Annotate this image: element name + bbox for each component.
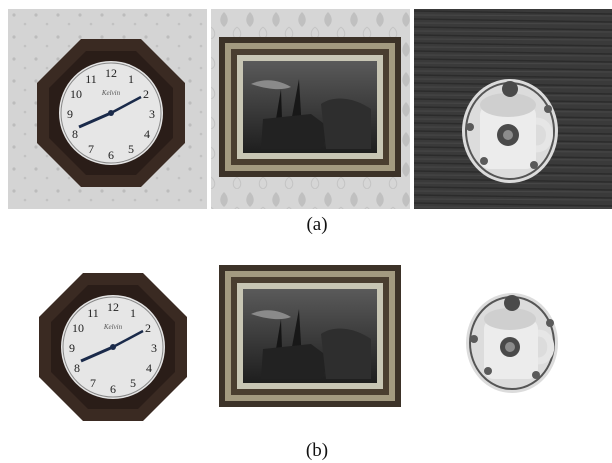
svg-text:3: 3 [149,107,155,121]
clock-icon: 12 1 2 3 4 5 6 7 8 9 10 11 Kelvin [39,273,187,421]
svg-text:4: 4 [146,361,152,375]
svg-text:12: 12 [107,300,119,314]
svg-text:9: 9 [67,107,73,121]
svg-text:10: 10 [72,321,84,335]
svg-text:2: 2 [145,321,151,335]
svg-text:8: 8 [74,361,80,375]
svg-text:4: 4 [144,127,150,141]
svg-text:8: 8 [72,127,78,141]
svg-text:3: 3 [151,341,157,355]
svg-text:11: 11 [85,72,97,86]
painting-segmented-image [211,243,410,439]
clock-icon: 12 1 2 3 4 5 6 7 8 9 10 11 Kelvin [37,39,185,187]
svg-text:11: 11 [87,306,99,320]
panel-a-clock-photo: 12 1 2 3 4 5 6 7 8 9 10 11 Kelvin [8,9,207,209]
teacup-segmented-image [414,243,612,439]
svg-text:1: 1 [128,72,134,86]
svg-text:1: 1 [130,306,136,320]
teacup-photo-image [414,9,612,209]
svg-text:2: 2 [143,87,149,101]
panel-a-teacup-photo [414,9,612,209]
svg-text:7: 7 [88,142,94,156]
panel-b-painting-segmented [211,243,410,439]
painting-photo-image [211,9,410,209]
svg-text:9: 9 [69,341,75,355]
svg-text:6: 6 [108,148,114,162]
panel-b-teacup-segmented [414,243,612,439]
svg-text:12: 12 [105,66,117,80]
svg-text:10: 10 [70,87,82,101]
panel-a-painting-photo [211,9,410,209]
svg-text:5: 5 [128,142,134,156]
teacup-icon [466,293,558,393]
svg-text:7: 7 [90,376,96,390]
teacup-icon [462,79,558,183]
svg-text:6: 6 [110,382,116,396]
svg-text:5: 5 [130,376,136,390]
painting-frame-icon [219,37,401,177]
svg-text:Kelvin: Kelvin [103,323,123,331]
caption-a: (a) [306,214,328,235]
caption-b: (b) [305,440,329,461]
svg-text:Kelvin: Kelvin [101,89,121,97]
clock-segmented-image: 12 1 2 3 4 5 6 7 8 9 10 11 Kelvin [8,243,207,439]
panel-b-clock-segmented: 12 1 2 3 4 5 6 7 8 9 10 11 Kelvin [8,243,207,439]
painting-frame-icon [219,265,401,407]
clock-photo-image: 12 1 2 3 4 5 6 7 8 9 10 11 Kelvin [8,9,207,209]
